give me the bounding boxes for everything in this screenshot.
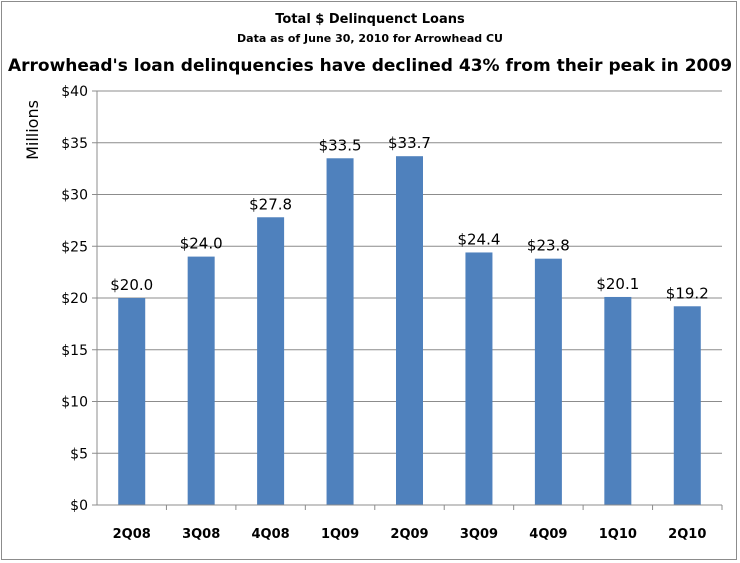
data-label: $24.0 [180,235,223,253]
chart-headline: Arrowhead's loan delinquencies have decl… [7,56,733,76]
bar [187,256,215,505]
data-label: $19.2 [666,284,709,302]
x-tick-label: 4Q08 [252,527,290,542]
y-tick-label: $35 [61,136,88,152]
y-tick-label: $15 [61,343,88,359]
data-label: $23.8 [527,237,570,255]
x-tick-label: 3Q08 [182,527,220,542]
chart-title: Total $ Delinquenct Loans [275,12,465,27]
y-tick-label: $40 [61,84,88,100]
bar [396,156,423,505]
y-axis-title: Millions [23,100,42,160]
data-label: $20.0 [110,276,153,294]
data-label: $24.4 [457,230,500,248]
x-tick-label: 1Q09 [321,527,359,542]
x-tick-label: 4Q09 [529,527,567,542]
y-tick-label: $5 [70,446,88,462]
y-tick-label: $20 [61,291,88,307]
data-label: $27.8 [249,195,292,213]
axes: $0 $5 $10 $15 $20 $25 $30 $35 $40 2Q08 3Q08 4Q08 1Q0… [61,84,723,542]
bar [118,298,146,505]
data-label: $20.1 [596,275,639,293]
bar [604,296,632,505]
y-tick-label: $30 [61,188,88,204]
chart-subtitle: Data as of June 30, 2010 for Arrowhead C… [237,32,503,45]
bars [118,156,701,505]
y-tick-label: $25 [61,239,88,255]
x-tick-label: 2Q08 [113,527,151,542]
y-tick-label: $10 [61,395,88,411]
data-label: $33.5 [319,136,362,154]
data-label: $33.7 [388,134,431,152]
x-tick-label: 1Q10 [599,527,637,542]
bar [534,258,562,505]
data-labels: $20.0 $24.0 $27.8 $33.5 $33.7 $24.4 $23.8 $20.1… [110,134,709,302]
x-tick-label: 3Q09 [460,527,498,542]
bar [326,158,354,505]
x-tick-label: 2Q10 [668,527,706,542]
bar [465,252,493,505]
y-tick-label: $0 [70,498,88,514]
x-tick-label: 2Q09 [390,527,428,542]
bar [257,217,285,505]
bar [673,306,701,505]
